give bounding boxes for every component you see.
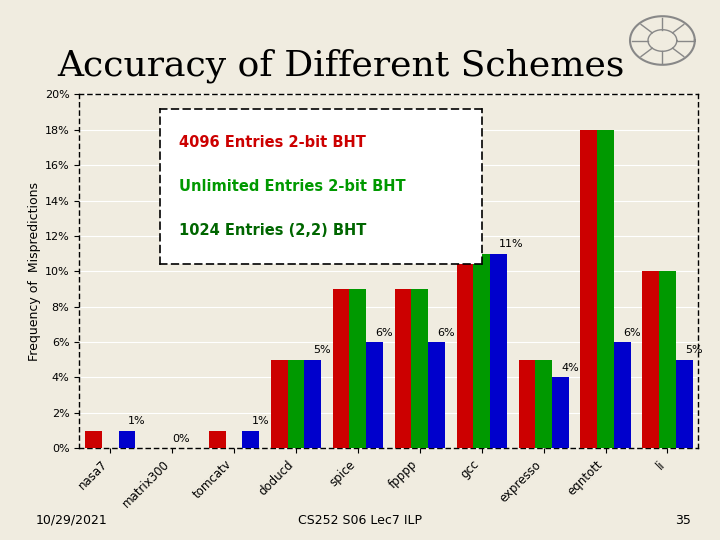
Text: 1%: 1% xyxy=(251,416,269,426)
Text: CS252 S06 Lec7 ILP: CS252 S06 Lec7 ILP xyxy=(298,514,422,527)
Bar xyxy=(395,289,411,448)
Bar xyxy=(456,236,473,448)
Bar xyxy=(287,360,305,448)
Text: 11%: 11% xyxy=(499,239,523,249)
Text: Accuracy of Different Schemes: Accuracy of Different Schemes xyxy=(58,49,625,83)
Bar xyxy=(614,342,631,448)
Bar xyxy=(209,430,225,448)
Text: 6%: 6% xyxy=(437,328,455,338)
Bar xyxy=(243,430,259,448)
Text: 35: 35 xyxy=(675,514,691,527)
Bar xyxy=(333,289,349,448)
Text: 6%: 6% xyxy=(375,328,393,338)
Bar xyxy=(676,360,693,448)
Bar xyxy=(85,430,102,448)
Bar xyxy=(119,430,135,448)
Text: 5%: 5% xyxy=(313,346,331,355)
Bar xyxy=(490,254,507,448)
Bar xyxy=(535,360,552,448)
Bar xyxy=(642,271,659,448)
Bar xyxy=(428,342,445,448)
Bar xyxy=(659,271,676,448)
Bar xyxy=(552,377,569,448)
Y-axis label: Frequency of  Mispredictions: Frequency of Mispredictions xyxy=(27,182,40,361)
Bar xyxy=(473,254,490,448)
Text: 0%: 0% xyxy=(173,434,190,444)
Text: 10/29/2021: 10/29/2021 xyxy=(36,514,108,527)
Bar xyxy=(518,360,535,448)
Bar xyxy=(580,130,597,448)
Text: 4%: 4% xyxy=(561,363,579,373)
Bar xyxy=(349,289,366,448)
Text: 1%: 1% xyxy=(127,416,145,426)
Bar xyxy=(305,360,321,448)
Bar xyxy=(366,342,383,448)
Bar xyxy=(271,360,287,448)
Bar xyxy=(411,289,428,448)
Text: 5%: 5% xyxy=(685,346,703,355)
Bar xyxy=(597,130,614,448)
Text: 6%: 6% xyxy=(623,328,641,338)
